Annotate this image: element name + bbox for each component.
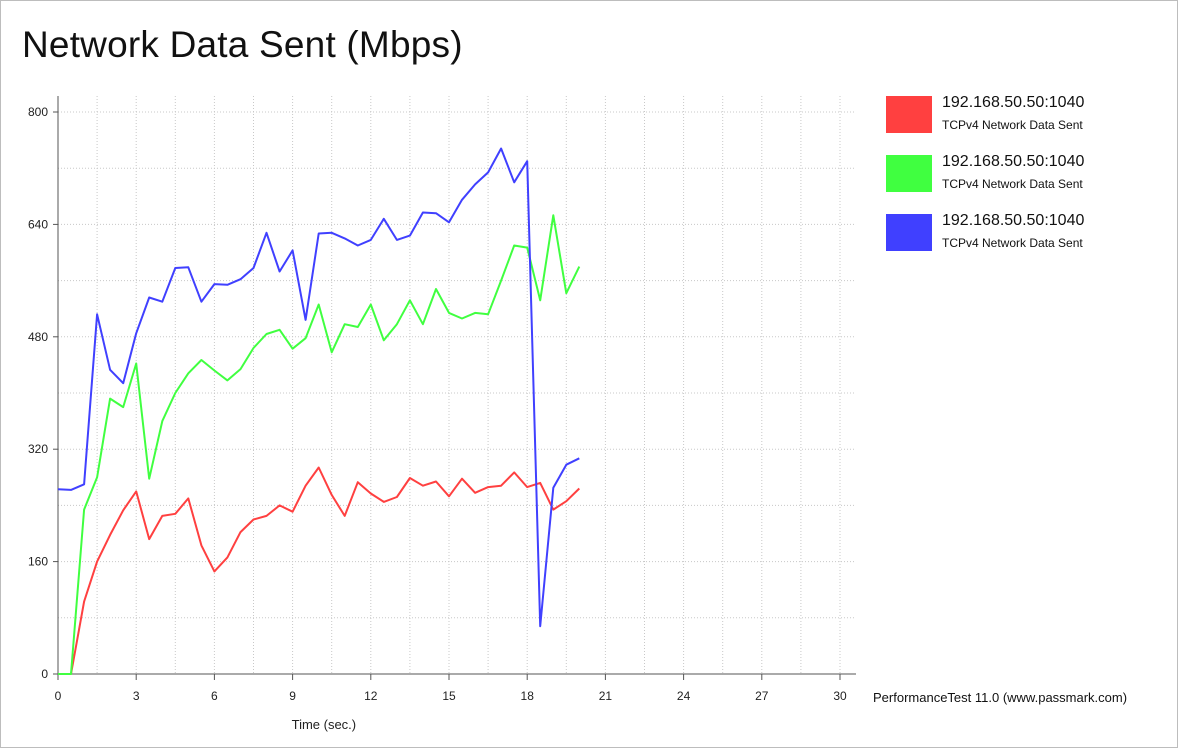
series-line-1 <box>58 466 580 675</box>
x-tick-label: 12 <box>364 689 378 703</box>
legend-swatch-blue <box>886 214 932 251</box>
x-tick-label: 30 <box>833 689 847 703</box>
y-tick-label: 480 <box>28 330 48 344</box>
legend-series-name: 192.168.50.50:1040 <box>942 153 1085 170</box>
x-tick-label: 21 <box>599 689 613 703</box>
series-line-2 <box>58 214 581 675</box>
series-line-3 <box>57 147 580 628</box>
legend-item: 192.168.50.50:1040 TCPv4 Network Data Se… <box>886 94 1166 153</box>
legend-item: 192.168.50.50:1040 TCPv4 Network Data Se… <box>886 212 1166 271</box>
legend-swatch-green <box>886 155 932 192</box>
y-tick-label: 800 <box>28 105 48 119</box>
y-tick-label: 320 <box>28 442 48 456</box>
x-tick-label: 0 <box>55 689 62 703</box>
legend: 192.168.50.50:1040 TCPv4 Network Data Se… <box>886 94 1166 271</box>
chart-title: Network Data Sent (Mbps) <box>22 24 463 65</box>
x-tick-label: 9 <box>289 689 296 703</box>
legend-series-name: 192.168.50.50:1040 <box>942 212 1085 229</box>
x-tick-label: 3 <box>133 689 140 703</box>
y-tick-label: 0 <box>41 667 48 681</box>
legend-series-subtitle: TCPv4 Network Data Sent <box>942 118 1083 132</box>
legend-series-subtitle: TCPv4 Network Data Sent <box>942 236 1083 250</box>
y-tick-label: 640 <box>28 217 48 231</box>
x-axis-label: Time (sec.) <box>292 717 357 732</box>
x-tick-label: 24 <box>677 689 691 703</box>
x-tick-label: 27 <box>755 689 769 703</box>
x-tick-label: 15 <box>442 689 456 703</box>
legend-series-name: 192.168.50.50:1040 <box>942 94 1085 111</box>
legend-swatch-red <box>886 96 932 133</box>
x-tick-label: 6 <box>211 689 218 703</box>
y-tick-label: 160 <box>28 555 48 569</box>
legend-item: 192.168.50.50:1040 TCPv4 Network Data Se… <box>886 153 1166 212</box>
footer-credit: PerformanceTest 11.0 (www.passmark.com) <box>873 690 1128 705</box>
legend-series-subtitle: TCPv4 Network Data Sent <box>942 177 1083 191</box>
x-tick-label: 18 <box>521 689 535 703</box>
